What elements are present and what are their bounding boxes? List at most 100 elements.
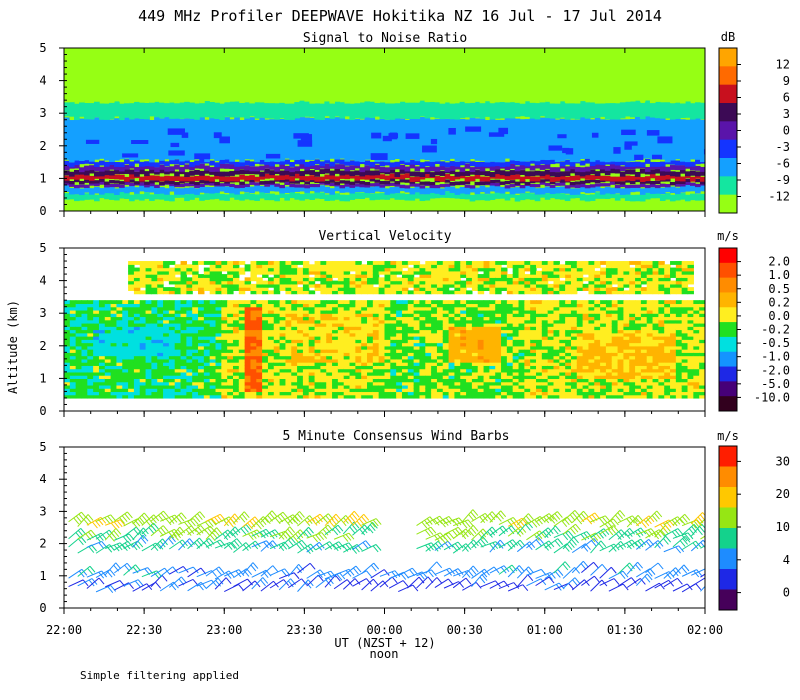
velocity-cell	[454, 319, 461, 324]
velocity-cell	[314, 274, 321, 278]
velocity-cell	[565, 309, 572, 314]
velocity-cell	[332, 283, 339, 288]
velocity-cell	[262, 264, 269, 269]
velocity-cell	[378, 381, 386, 386]
velocity-cell	[64, 371, 71, 376]
snr-cell	[124, 192, 130, 199]
velocity-cell	[530, 388, 537, 393]
velocity-cell	[588, 375, 595, 379]
velocity-cell	[145, 345, 153, 350]
velocity-cell	[431, 303, 438, 308]
snr-cell	[489, 172, 496, 177]
velocity-cell	[349, 381, 356, 386]
velocity-cell	[69, 355, 77, 360]
velocity-cell	[349, 313, 356, 318]
snr-cell	[484, 176, 491, 182]
velocity-cell	[565, 378, 572, 383]
velocity-cell	[506, 394, 514, 399]
velocity-cell	[495, 349, 502, 353]
snr-cell	[314, 116, 320, 159]
velocity-cell	[466, 394, 473, 399]
velocity-cell	[163, 371, 170, 376]
velocity-cell	[308, 358, 316, 363]
snr-cell	[424, 181, 431, 185]
velocity-cell	[64, 300, 71, 305]
velocity-cell	[384, 378, 391, 383]
velocity-cell	[104, 306, 112, 311]
snr-cell	[219, 159, 225, 164]
snr-plot-area	[64, 48, 705, 211]
velocity-cell	[361, 352, 368, 357]
snr-cell	[539, 48, 546, 103]
velocity-cell	[145, 309, 153, 314]
snr-cell	[314, 176, 320, 182]
velocity-cell	[87, 306, 94, 311]
velocity-cell	[168, 365, 176, 370]
snr-cell	[584, 48, 591, 100]
velocity-cell	[133, 309, 141, 314]
snr-cell	[129, 48, 135, 103]
velocity-cell	[232, 381, 240, 386]
velocity-cell	[128, 306, 135, 311]
velocity-cell	[401, 274, 409, 278]
velocity-cell	[425, 381, 432, 386]
velocity-cell	[174, 394, 182, 399]
velocity-cell	[425, 349, 432, 353]
velocity-cell	[291, 322, 298, 327]
velocity-cell	[454, 394, 461, 399]
velocity-cell	[413, 355, 421, 360]
snr-cell	[504, 116, 511, 159]
velocity-cell	[244, 283, 252, 288]
snr-cell	[404, 185, 411, 189]
velocity-cell	[145, 332, 153, 337]
velocity-cell	[256, 329, 263, 334]
velocity-cell	[349, 309, 356, 314]
velocity-cell	[471, 352, 479, 357]
snr-cell	[679, 168, 686, 174]
snr-cell	[314, 192, 320, 199]
snr-cell	[244, 192, 250, 200]
snr-cell	[184, 158, 190, 164]
snr-cell	[549, 159, 556, 165]
snr-cell	[74, 118, 80, 161]
velocity-cell	[267, 306, 275, 311]
velocity-cell	[396, 313, 403, 318]
velocity-cell	[396, 391, 403, 396]
velocity-cell	[157, 368, 164, 373]
velocity-cell	[227, 388, 234, 393]
velocity-cell	[250, 283, 257, 288]
velocity-cell	[390, 290, 397, 295]
velocity-cell	[442, 326, 450, 331]
velocity-cell	[180, 316, 187, 321]
velocity-cell	[122, 345, 129, 350]
velocity-cell	[547, 345, 555, 350]
snr-cell	[574, 170, 581, 176]
velocity-cell	[471, 391, 479, 396]
snr-cell	[99, 174, 105, 180]
velocity-cell	[139, 290, 147, 295]
velocity-cell	[419, 264, 426, 269]
snr-cell	[624, 141, 638, 146]
velocity-cell	[570, 274, 578, 278]
velocity-cell	[361, 332, 368, 337]
velocity-cell	[471, 375, 479, 379]
velocity-cell	[209, 290, 217, 295]
snr-cell	[669, 159, 676, 165]
velocity-cell	[378, 371, 386, 376]
snr-cell	[694, 102, 701, 119]
velocity-cell	[477, 309, 485, 314]
snr-cell	[524, 171, 531, 177]
velocity-cell	[180, 261, 187, 265]
snr-cell	[344, 100, 351, 117]
snr-cell	[149, 164, 155, 170]
velocity-cell	[302, 365, 310, 370]
velocity-cell	[198, 339, 205, 344]
velocity-cell	[250, 362, 257, 366]
velocity-cell	[413, 394, 421, 399]
velocity-cell	[413, 384, 421, 389]
velocity-cell	[401, 261, 409, 265]
velocity-cell	[413, 349, 421, 353]
snr-cell	[159, 187, 165, 194]
velocity-cell	[436, 388, 444, 393]
velocity-cell	[285, 375, 292, 379]
